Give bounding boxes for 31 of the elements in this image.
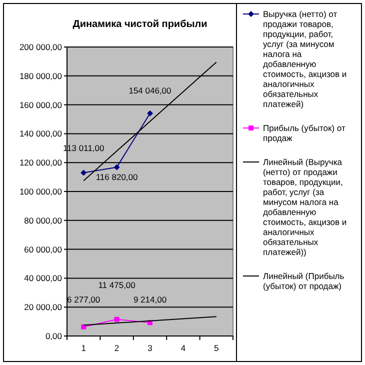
point — [114, 316, 120, 322]
y-tick-label: 120 000,00 — [19, 158, 62, 168]
y-tick-label: 140 000,00 — [19, 128, 62, 139]
x-tick-label: 1 — [81, 343, 86, 353]
data-label: 154 046,00 — [128, 85, 172, 96]
data-label: 11 475,00 — [98, 280, 136, 290]
x-tick-label: 4 — [180, 343, 186, 353]
text: Выручка (нетто) от продажи товаров, продукции, работ, услуг (за минусом налога на добавленную стоимость, акцизов и аналогичных обязательных платежей) — [263, 9, 347, 109]
data-label: 6 277,00 — [67, 294, 100, 305]
text: Линейный (Выручка (нетто) от продажи товаров, продукции, работ, услуг (за минусом налога на добавленную стоимость, акцизов и аналогичных обязательных платежей)) — [263, 157, 347, 257]
y-tick-label: 180 000,00 — [19, 70, 62, 81]
legend-label: Прибыль (убыток) от продаж — [263, 123, 346, 143]
data-label: 116 820,00 — [96, 172, 138, 182]
y-tick-label: 40 000,00 — [24, 273, 62, 284]
data-label: 9 214,00 — [133, 294, 167, 305]
point — [81, 324, 86, 330]
legend-label: Линейный (Прибыль (убыток) от продаж) — [263, 271, 345, 291]
y-tick-label: 60 000,00 — [24, 244, 62, 254]
chart-title: Динамика чистой прибыли — [72, 19, 208, 30]
y-tick-label: 20 000,00 — [24, 302, 62, 312]
point — [114, 164, 120, 170]
point — [147, 110, 153, 116]
y-tick-label: 100 000,00 — [19, 186, 62, 196]
x-tick-label: 5 — [214, 343, 220, 353]
point — [80, 170, 87, 176]
y-tick-label: 80 000,00 — [24, 215, 62, 226]
x-tick-label: 3 — [148, 343, 153, 353]
y-tick-label: 0,00 — [45, 331, 62, 341]
y-tick-label: 200 000,00 — [19, 42, 62, 52]
y-tick-label: 160 000,00 — [19, 100, 62, 110]
x-tick-label: 2 — [114, 343, 120, 353]
